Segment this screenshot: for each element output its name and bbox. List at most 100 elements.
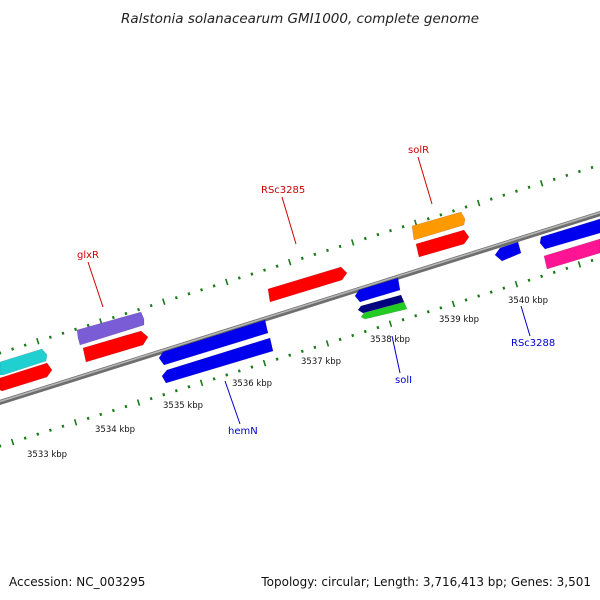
tick-label: 3535 kbp xyxy=(163,401,203,411)
minor-tick xyxy=(313,345,317,349)
major-tick xyxy=(287,258,292,266)
major-tick xyxy=(262,359,267,367)
minor-tick xyxy=(23,343,27,347)
minor-tick xyxy=(149,303,153,308)
minor-tick xyxy=(338,244,342,249)
major-tick xyxy=(36,337,40,345)
major-tick xyxy=(225,278,229,286)
gene-arrow[interactable] xyxy=(158,319,269,366)
minor-tick xyxy=(351,333,355,338)
minor-tick xyxy=(502,193,506,197)
major-tick xyxy=(325,340,330,347)
major-tick xyxy=(539,179,544,187)
minor-tick xyxy=(300,256,304,260)
minor-tick xyxy=(502,286,506,290)
minor-tick xyxy=(288,353,292,357)
minor-tick xyxy=(137,307,141,312)
minor-tick xyxy=(23,436,27,440)
minor-tick xyxy=(275,264,279,268)
gene-arrow[interactable] xyxy=(543,238,600,270)
tick-label: 3540 kbp xyxy=(508,296,548,306)
major-tick xyxy=(199,379,204,387)
minor-tick xyxy=(552,177,556,182)
minor-tick xyxy=(275,357,279,361)
accession-text: Accession: NC_003295 xyxy=(9,575,145,589)
gene-arrow[interactable] xyxy=(82,330,149,363)
gene-arrow[interactable] xyxy=(0,362,53,392)
major-tick xyxy=(162,298,166,305)
minor-tick xyxy=(86,323,90,328)
major-tick xyxy=(476,199,481,207)
minor-tick xyxy=(187,385,191,389)
gene-arrow[interactable] xyxy=(267,266,348,303)
major-tick xyxy=(73,419,78,426)
minor-tick xyxy=(36,432,40,436)
major-tick xyxy=(10,438,15,446)
gene-label-RSc3288[interactable]: RSc3288 xyxy=(511,338,555,349)
gene-arrow[interactable] xyxy=(411,211,466,241)
minor-tick xyxy=(300,349,304,353)
gene-arrow[interactable] xyxy=(354,277,401,303)
gene-label-solI[interactable]: solI xyxy=(395,375,412,386)
gene-arrow[interactable] xyxy=(0,348,48,376)
gene-arrow[interactable] xyxy=(494,241,522,262)
minor-tick xyxy=(552,270,556,275)
minor-tick xyxy=(326,248,329,253)
tick-labels: 3533 kbp 3534 kbp 3535 kbp 3536 kbp 3537… xyxy=(27,296,548,460)
major-tick xyxy=(350,239,355,246)
gene-label-glxR[interactable]: glxR xyxy=(77,250,99,261)
gene-labels: glxR RSc3285 solR hemN solI RSc3288 xyxy=(77,145,555,437)
gene-label-solR[interactable]: solR xyxy=(408,145,429,156)
minor-tick xyxy=(61,424,65,428)
major-tick xyxy=(577,261,582,268)
minor-tick xyxy=(363,236,367,241)
gene-arrow[interactable] xyxy=(360,301,408,320)
minor-tick xyxy=(426,217,430,221)
minor-tick xyxy=(527,278,531,282)
minor-tick xyxy=(565,266,569,271)
minor-tick xyxy=(212,284,216,288)
gene-arrow[interactable] xyxy=(357,294,405,314)
major-tick xyxy=(451,300,456,308)
minor-tick xyxy=(111,315,115,320)
minor-tick xyxy=(174,389,178,393)
tick-label: 3539 kbp xyxy=(439,315,479,325)
gene-label-RSc3285[interactable]: RSc3285 xyxy=(261,185,305,196)
minor-tick xyxy=(338,337,342,342)
genome-summary-text: Topology: circular; Length: 3,716,413 bp… xyxy=(260,575,591,589)
minor-tick xyxy=(225,373,229,377)
gene-arrow[interactable] xyxy=(415,229,470,258)
minor-tick xyxy=(477,294,481,298)
minor-tick xyxy=(489,197,493,201)
genome-backbone xyxy=(0,210,600,406)
minor-tick xyxy=(401,225,405,229)
minor-tick xyxy=(124,404,128,409)
minor-tick xyxy=(426,310,430,314)
label-leaders xyxy=(87,156,531,425)
tick-label: 3533 kbp xyxy=(27,450,67,460)
map-title: Ralstonia solanacearum GMI1000, complete… xyxy=(121,11,479,27)
minor-tick xyxy=(111,408,115,413)
minor-tick xyxy=(124,311,128,316)
minor-tick xyxy=(99,412,103,417)
minor-tick xyxy=(376,232,380,237)
gene-arrow[interactable] xyxy=(539,218,600,250)
minor-tick xyxy=(401,318,405,322)
minor-tick xyxy=(577,169,581,174)
gene-arrow[interactable] xyxy=(161,337,274,384)
major-tick xyxy=(136,399,141,406)
tick-label: 3538 kbp xyxy=(370,335,410,345)
tick-track-inner xyxy=(0,258,594,448)
minor-tick xyxy=(237,276,241,280)
minor-tick xyxy=(565,173,569,178)
minor-tick xyxy=(540,274,544,278)
minor-tick xyxy=(11,347,15,351)
tick-label: 3536 kbp xyxy=(232,379,272,389)
gene-arrow[interactable] xyxy=(76,311,145,346)
gene-label-hemN[interactable]: hemN xyxy=(228,426,258,437)
minor-tick xyxy=(48,335,52,339)
minor-tick xyxy=(389,228,392,233)
minor-tick xyxy=(590,165,594,170)
minor-tick xyxy=(86,416,90,421)
